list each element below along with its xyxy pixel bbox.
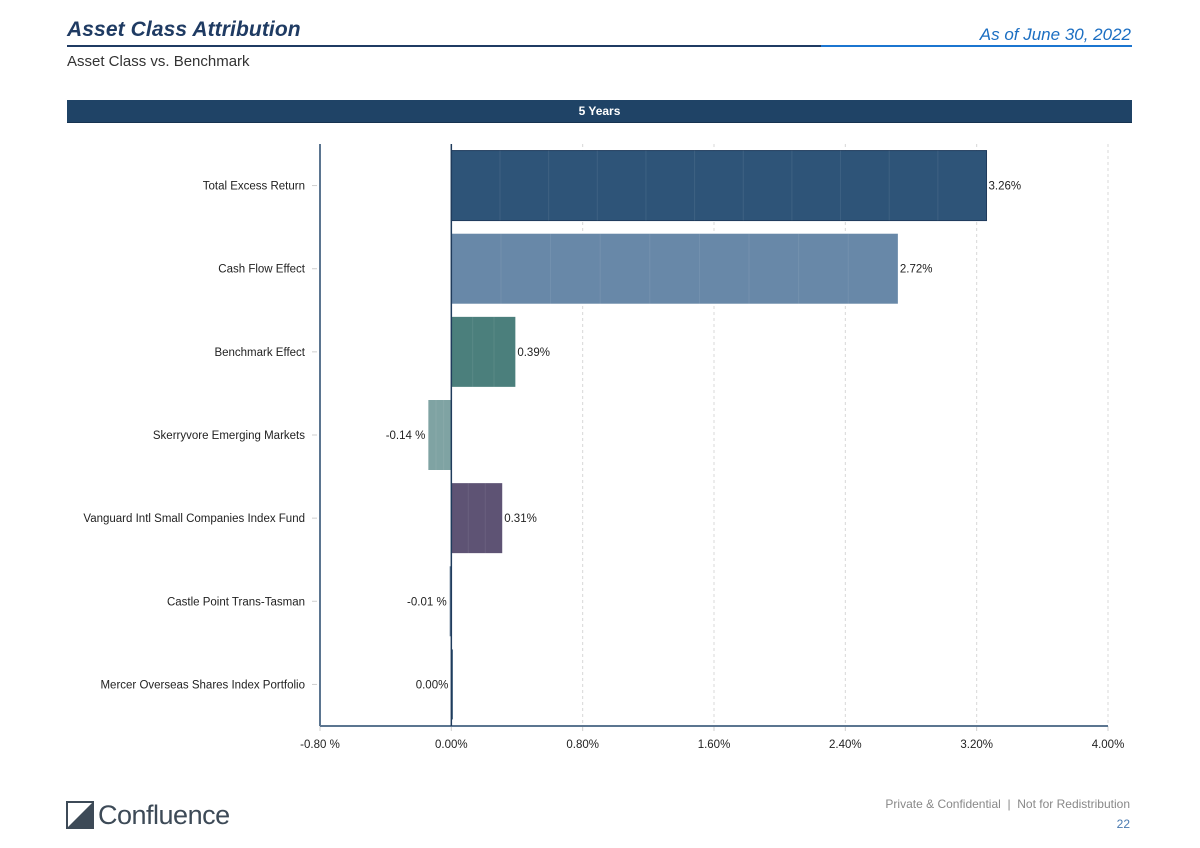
x-tick-label: 4.00% [1092, 739, 1125, 751]
bar [451, 483, 503, 554]
attribution-bar-chart: -0.80 % 0.00% 0.80% 1.60% 2.40% 3.20% 4.00% 3.2… [83, 144, 1124, 751]
data-label: -0.14 % [386, 430, 426, 442]
data-label: 0.39% [517, 347, 550, 359]
category-label: Cash Flow Effect [218, 264, 306, 276]
x-tick-label: -0.80 % [300, 739, 340, 751]
page-number: 22 [1116, 817, 1130, 831]
confluence-logo: Confluence [66, 800, 230, 830]
title-rule-accent [821, 45, 1132, 47]
category-label: Benchmark Effect [214, 347, 305, 359]
category-label: Skerryvore Emerging Markets [153, 430, 305, 442]
as-of-date: As of June 30, 2022 [979, 25, 1131, 44]
labels: -0.80 % 0.00% 0.80% 1.60% 2.40% 3.20% 4.00% 3.2… [83, 181, 1124, 751]
axes [312, 144, 1109, 731]
category-label: Vanguard Intl Small Companies Index Fund [83, 513, 305, 525]
bar [451, 233, 898, 304]
x-tick-label: 0.80% [566, 739, 599, 751]
category-label: Total Excess Return [203, 181, 305, 193]
title-rule [67, 45, 821, 47]
bar [449, 566, 452, 637]
x-tick-label: 1.60% [698, 739, 731, 751]
page-subtitle: Asset Class vs. Benchmark [67, 53, 250, 70]
data-label: 0.31% [504, 513, 537, 525]
grid-lines [582, 144, 1109, 726]
bar [428, 400, 452, 470]
x-tick-label: 0.00% [435, 739, 468, 751]
data-label: 3.26% [989, 181, 1022, 193]
x-tick-label: 3.20% [960, 739, 993, 751]
data-label: 2.72% [900, 264, 933, 276]
data-label: -0.01 % [407, 596, 447, 608]
bars [428, 150, 988, 720]
x-tick-label: 2.40% [829, 739, 862, 751]
data-label: 0.00% [416, 679, 449, 691]
bar [451, 316, 516, 387]
page-title: Asset Class Attribution [67, 18, 301, 41]
confluence-logo-icon [66, 801, 94, 829]
logo-text: Confluence [98, 800, 230, 830]
confidential-notice: Private & Confidential | Not for Redistr… [885, 797, 1130, 811]
category-label: Castle Point Trans-Tasman [167, 596, 305, 608]
bar [450, 150, 988, 222]
category-label: Mercer Overseas Shares Index Portfolio [100, 679, 305, 691]
period-header: 5 Years [67, 100, 1132, 123]
